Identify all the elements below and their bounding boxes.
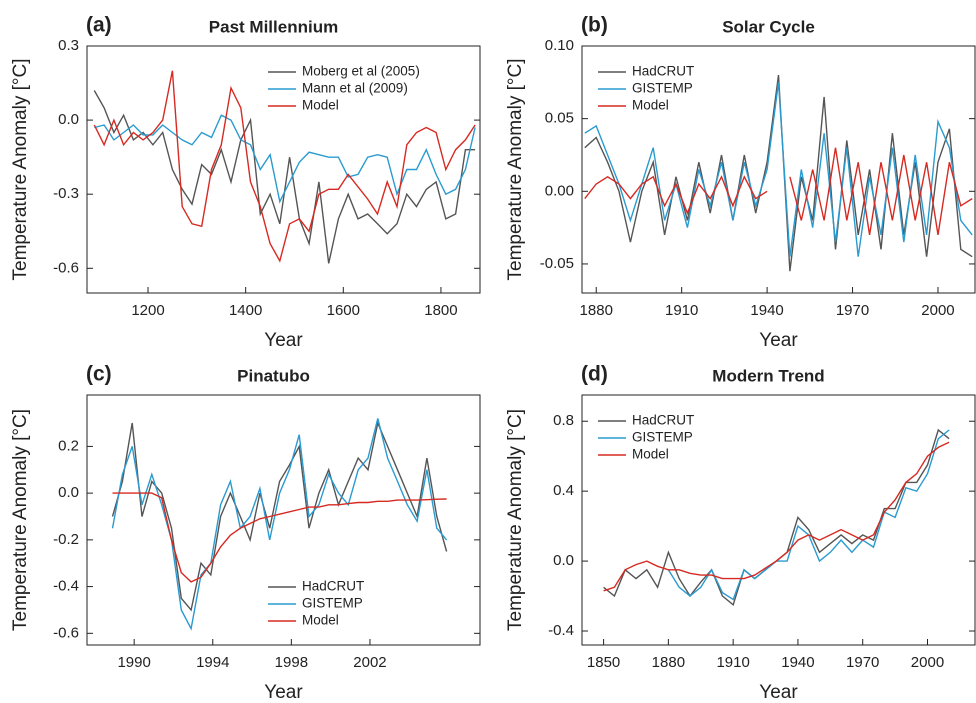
plot-area	[111, 418, 448, 631]
y-axis-label: Temperature Anomaly [°C]	[10, 59, 31, 281]
x-tick-label: 1400	[229, 302, 262, 319]
x-tick-label: 2000	[911, 654, 944, 671]
x-tick-label: 2002	[353, 654, 386, 671]
panel: 0.3 0.0 -0.3 -0.6 1200 1400 1600 1800 Year Temper…	[10, 14, 481, 351]
series-line	[584, 82, 973, 257]
y-axis-label: Temperature Anomaly [°C]	[505, 59, 526, 281]
y-tick-label: 0.0	[58, 111, 79, 128]
series-line	[584, 147, 973, 236]
plot-frame	[86, 394, 481, 646]
series-line	[111, 418, 448, 631]
panel: 0.2 0.0 -0.2 -0.4 -0.6 1990 1994 1998 2002 Year Te…	[10, 363, 481, 703]
plot-frame	[581, 45, 976, 294]
legend-label: Moberg et al (2005)	[302, 64, 420, 79]
y-tick-label: -0.05	[540, 255, 574, 272]
plot-frame	[581, 394, 976, 646]
x-tick-label: 1940	[750, 302, 783, 319]
x-tick-label: 1994	[196, 654, 229, 671]
y-tick-label: 0.4	[553, 482, 574, 499]
chart-title: Past Millennium	[209, 17, 338, 36]
x-tick-label: 1880	[652, 654, 685, 671]
x-tick-label: 1200	[131, 302, 164, 319]
panel: 0.8 0.4 0.0 -0.4 1850 1880 1910 1940 1970 2000 Yea…	[505, 363, 976, 703]
y-tick-label: 0.0	[58, 484, 79, 501]
chart-title: Modern Trend	[712, 366, 824, 385]
legend-label: HadCRUT	[632, 413, 694, 428]
legend-label: Model	[632, 98, 669, 113]
series-line	[93, 70, 476, 263]
x-tick-label: 1940	[781, 654, 814, 671]
series-line	[93, 90, 476, 264]
x-axis-label: Year	[759, 330, 798, 351]
x-tick-label: 1600	[327, 302, 360, 319]
panel: 0.10 0.05 0.00 -0.05 1880 1910 1940 1970 2000 Yea…	[505, 14, 976, 351]
series-line	[94, 114, 476, 204]
x-tick-label: 1910	[716, 654, 749, 671]
series-line	[667, 429, 950, 601]
plot-frame	[86, 45, 481, 294]
plot-area	[603, 428, 950, 606]
y-tick-label: -0.6	[53, 624, 79, 641]
panel-label: (b)	[581, 14, 608, 37]
y-tick-label: 0.05	[545, 110, 574, 127]
legend-label: HadCRUT	[302, 579, 364, 594]
legend-label: HadCRUT	[632, 64, 694, 79]
x-tick-label: 1998	[275, 654, 308, 671]
y-tick-label: -0.4	[548, 622, 574, 639]
y-tick-label: 0.0	[553, 552, 574, 569]
legend-label: GISTEMP	[632, 430, 693, 445]
legend-label: GISTEMP	[302, 596, 363, 611]
y-tick-label: 0.3	[58, 37, 79, 54]
series-line	[111, 420, 448, 612]
legend-label: Mann et al (2009)	[302, 81, 408, 96]
x-axis-label: Year	[264, 682, 303, 703]
plot-area	[93, 70, 476, 264]
series-line	[603, 441, 950, 592]
series-line	[112, 492, 447, 583]
y-tick-label: 0.8	[553, 412, 574, 429]
legend-label: Model	[302, 98, 339, 113]
panel-label: (d)	[581, 363, 608, 386]
y-tick-label: -0.4	[53, 578, 79, 595]
plot-area	[584, 75, 973, 272]
x-tick-label: 1910	[665, 302, 698, 319]
x-axis-label: Year	[264, 330, 303, 351]
y-tick-label: 0.2	[58, 437, 79, 454]
chart-title: Pinatubo	[237, 366, 310, 385]
y-tick-label: -0.3	[53, 185, 79, 202]
chart-title: Solar Cycle	[722, 17, 815, 36]
y-tick-label: 0.00	[545, 182, 574, 199]
y-axis-label: Temperature Anomaly [°C]	[505, 409, 526, 631]
x-tick-label: 1970	[836, 302, 869, 319]
x-axis-label: Year	[759, 682, 798, 703]
y-tick-label: 0.10	[545, 37, 574, 54]
x-tick-label: 1850	[587, 654, 620, 671]
y-tick-label: -0.2	[53, 531, 79, 548]
x-tick-label: 1880	[580, 302, 613, 319]
x-tick-label: 1970	[846, 654, 879, 671]
panel-label: (c)	[86, 363, 112, 386]
legend-label: Model	[632, 447, 669, 462]
legend-label: Model	[302, 613, 339, 628]
x-tick-label: 1800	[424, 302, 457, 319]
x-tick-label: 2000	[921, 302, 954, 319]
legend-label: GISTEMP	[632, 81, 693, 96]
y-tick-label: -0.6	[53, 259, 79, 276]
y-axis-label: Temperature Anomaly [°C]	[10, 409, 31, 631]
x-tick-label: 1990	[117, 654, 150, 671]
panel-label: (a)	[86, 14, 112, 37]
